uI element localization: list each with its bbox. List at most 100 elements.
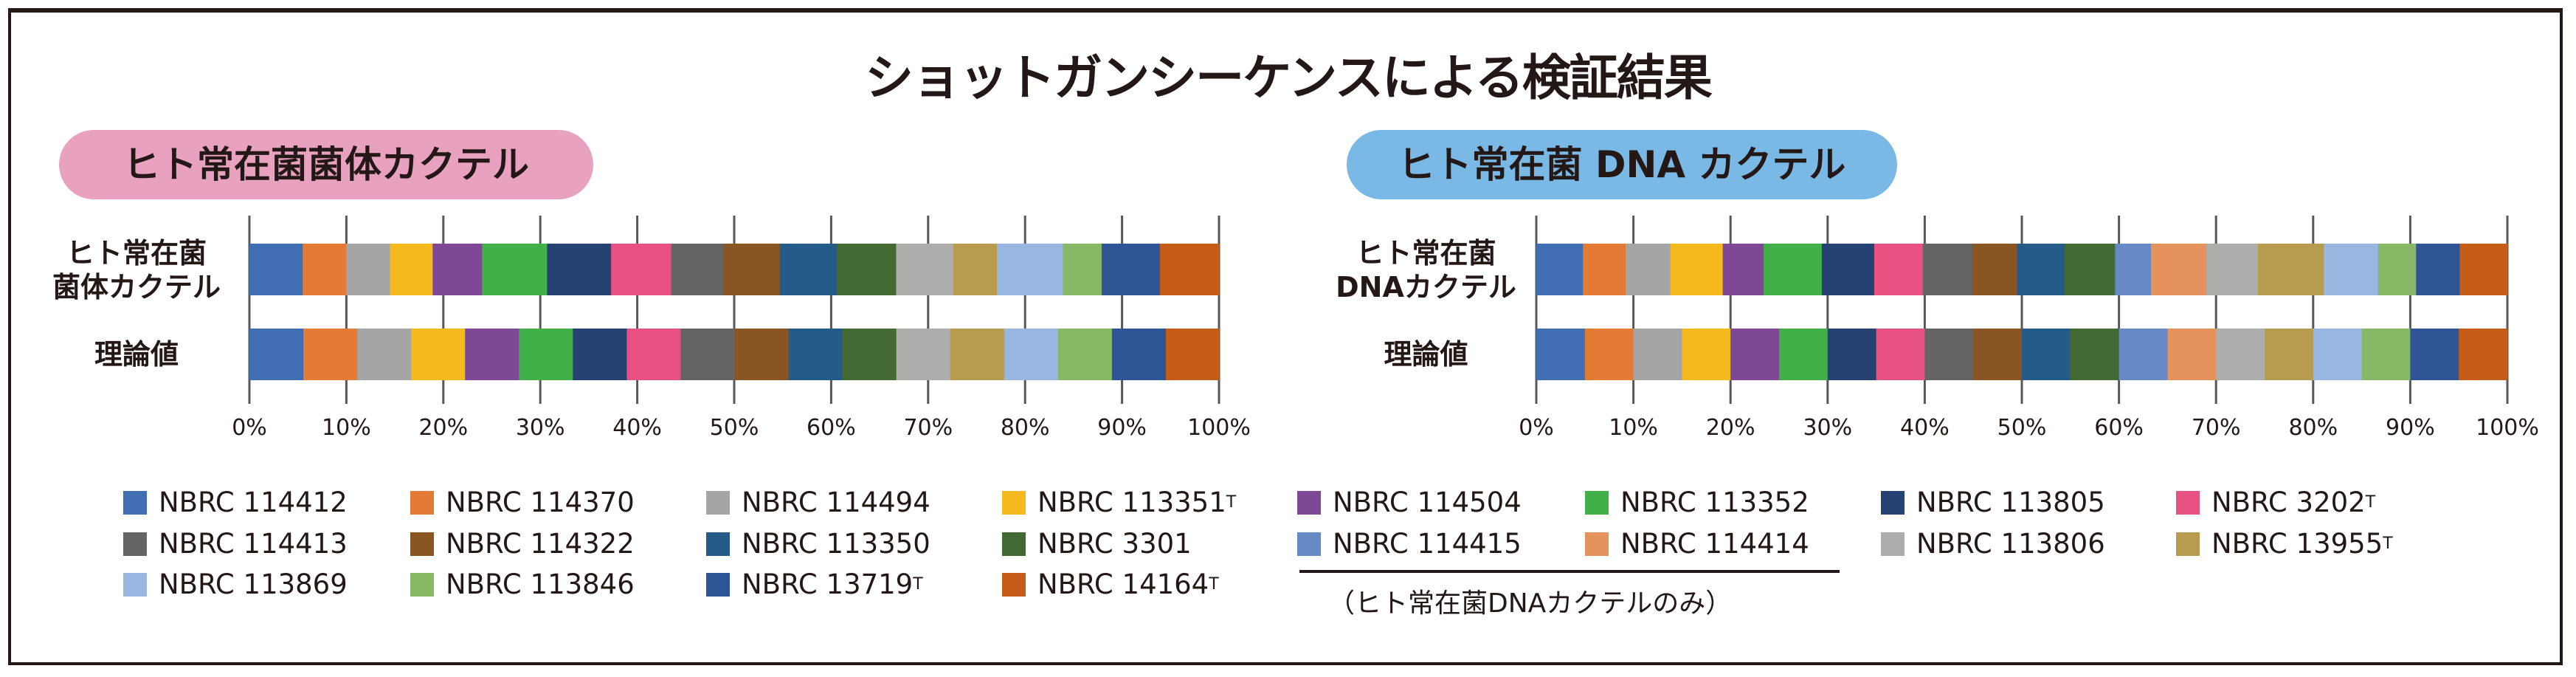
tick-label: 0% xyxy=(232,415,267,441)
bar-segment xyxy=(2022,329,2071,380)
legend-label: NBRC 114322 xyxy=(446,528,635,560)
gridline xyxy=(927,216,930,404)
legend-label: NBRC 13719 xyxy=(742,568,914,600)
gridline xyxy=(1632,216,1635,404)
gridline xyxy=(636,216,639,404)
bar-segment xyxy=(482,244,548,295)
legend-label: NBRC 113806 xyxy=(1916,528,2105,560)
dna-only-note: （ヒト常在菌DNAカクテルのみ） xyxy=(1328,588,1733,619)
legend-swatch xyxy=(410,532,434,556)
bar-segment xyxy=(249,244,303,295)
bar-segment xyxy=(953,244,998,295)
legend-swatch xyxy=(706,532,730,556)
row-label-cells-measured: ヒト常在菌 菌体カクテル xyxy=(30,236,244,304)
bar-segment xyxy=(411,329,466,380)
bar-segment xyxy=(303,329,358,380)
legend-item: NBRC 113805 xyxy=(1881,487,2105,518)
bar-segment xyxy=(1165,329,1220,380)
legend-item: NBRC 13955 T xyxy=(2176,528,2393,560)
bar-segment xyxy=(2361,329,2411,380)
bar-segment xyxy=(611,244,672,295)
tick-label: 10% xyxy=(1609,415,1658,441)
gridline xyxy=(1023,216,1026,404)
bar-segment xyxy=(357,329,412,380)
tick-label: 0% xyxy=(1519,415,1554,441)
legend-label: NBRC 113352 xyxy=(1620,487,1809,518)
legend-item: NBRC 113352 xyxy=(1585,487,1809,518)
bar-segment xyxy=(1536,244,1584,295)
tick-label: 80% xyxy=(1000,415,1050,441)
gridline xyxy=(2020,216,2023,404)
bar-segment xyxy=(1972,244,2017,295)
bar-segment xyxy=(1876,329,1925,380)
figure-title: ショットガンシーケンスによる検証結果 xyxy=(865,49,1713,106)
legend-label: NBRC 113869 xyxy=(159,568,348,600)
bar-segment xyxy=(1111,329,1167,380)
tick-label: 30% xyxy=(515,415,565,441)
bar-segment xyxy=(896,329,951,380)
tick-label: 100% xyxy=(2476,415,2539,441)
bar-segment xyxy=(573,329,627,380)
legend-label: NBRC 114370 xyxy=(446,487,635,518)
legend-swatch xyxy=(123,490,147,515)
row-label-line: 菌体カクテル xyxy=(52,271,221,303)
bar-segment xyxy=(1536,329,1586,380)
legend-swatch xyxy=(2176,532,2200,556)
row-label-line: ヒト常在菌 xyxy=(1356,237,1496,269)
tick-label: 50% xyxy=(1997,415,2047,441)
bar-segment xyxy=(519,329,573,380)
legend-item: NBRC 114412 xyxy=(123,487,348,518)
bar-segment xyxy=(1004,329,1059,380)
bar-segment xyxy=(2378,244,2417,295)
gridline xyxy=(1826,216,1829,404)
bar-segment xyxy=(671,244,725,295)
legend-swatch xyxy=(706,572,730,597)
bar-segment xyxy=(2216,329,2265,380)
gridline xyxy=(1923,216,1926,404)
chart-title-cells: ヒト常在菌菌体カクテル xyxy=(59,130,593,199)
gridline xyxy=(2118,216,2121,404)
legend-swatch xyxy=(1297,532,1321,556)
bar-segment xyxy=(1874,244,1924,295)
bar-segment xyxy=(2410,329,2459,380)
legend-swatch xyxy=(1002,532,1026,556)
bar-segment xyxy=(303,244,347,295)
bar-segment xyxy=(1626,244,1671,295)
type-strain-mark: T xyxy=(2383,535,2393,553)
bar-segment xyxy=(2151,244,2207,295)
bar-segment xyxy=(2416,244,2461,295)
gridline xyxy=(2312,216,2315,404)
legend-item: NBRC 114415 xyxy=(1297,528,1522,560)
legend-label: NBRC 3301 xyxy=(1037,528,1192,560)
bar-segment xyxy=(2459,244,2508,295)
bar-segment xyxy=(2459,329,2508,380)
bar-segment xyxy=(2070,329,2120,380)
bar-segment xyxy=(432,244,483,295)
legend-item: NBRC 113351 T xyxy=(1002,487,1236,518)
bar-segment xyxy=(1821,244,1875,295)
legend-label: NBRC 114494 xyxy=(742,487,930,518)
tick-label: 70% xyxy=(2191,415,2241,441)
gridline xyxy=(733,216,736,404)
bar-segment xyxy=(1763,244,1823,295)
legend-item: NBRC 114370 xyxy=(410,487,635,518)
bar-segment xyxy=(896,244,954,295)
bar-segment xyxy=(2064,244,2116,295)
row-label-dna-measured: ヒト常在菌 DNAカクテル xyxy=(1321,236,1531,304)
bar-segment xyxy=(997,244,1063,295)
bar-segment xyxy=(390,244,433,295)
frame-border xyxy=(8,8,2563,665)
gridline xyxy=(2408,216,2411,404)
legend-item: NBRC 114494 xyxy=(706,487,930,518)
row-label-dna-theory: 理論値 xyxy=(1384,338,1468,371)
legend-swatch xyxy=(410,490,434,515)
legend-swatch xyxy=(706,490,730,515)
bar-segment xyxy=(1722,244,1764,295)
legend-label: NBRC 114413 xyxy=(159,528,348,560)
legend-label: NBRC 14164 xyxy=(1037,568,1209,600)
legend-label: NBRC 113350 xyxy=(742,528,930,560)
legend-label: NBRC 114414 xyxy=(1620,528,1809,560)
tick-label: 100% xyxy=(1187,415,1251,441)
